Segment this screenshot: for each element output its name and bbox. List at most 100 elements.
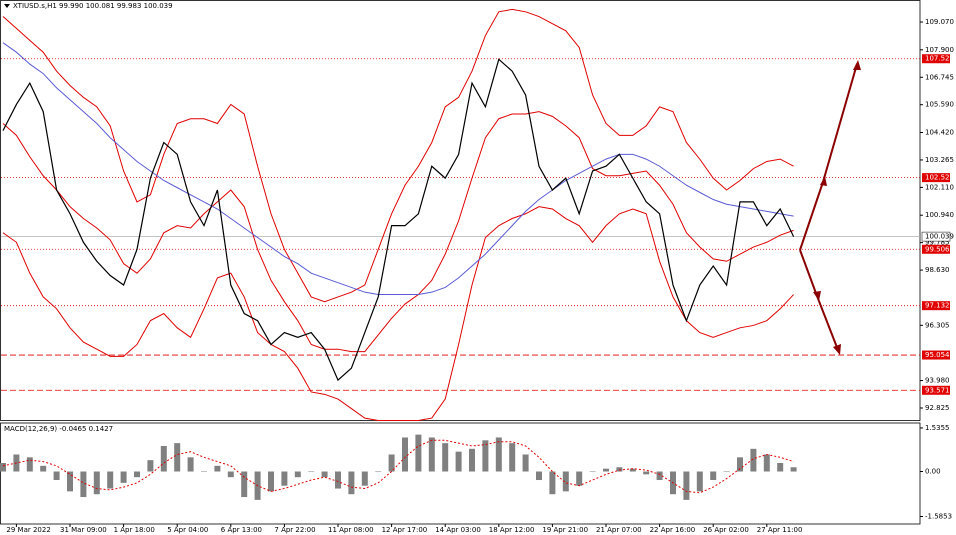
y-tick-label: 92.825 bbox=[925, 404, 950, 412]
macd-bar bbox=[750, 448, 757, 472]
macd-bar bbox=[308, 471, 315, 473]
macd-bar bbox=[93, 471, 100, 495]
y-tick-label: 109.070 bbox=[925, 18, 954, 26]
x-tick-label: 7 Apr 22:00 bbox=[274, 526, 315, 534]
x-tick-label: 26 Apr 02:00 bbox=[703, 526, 749, 534]
x-tick-label: 21 Apr 07:00 bbox=[596, 526, 642, 534]
x-tick-label: 22 Apr 16:00 bbox=[650, 526, 696, 534]
macd-bar bbox=[294, 471, 301, 478]
price-panel bbox=[0, 0, 921, 421]
x-tick-label: 11 Apr 08:00 bbox=[328, 526, 374, 534]
macd-title: MACD(12,26,9) -0.0465 0.1427 bbox=[4, 425, 113, 433]
level-label: 107.525 bbox=[925, 55, 954, 63]
macd-bar bbox=[603, 468, 609, 472]
macd-bar bbox=[134, 471, 140, 478]
series-line bbox=[2, 58, 795, 382]
macd-bar bbox=[227, 471, 234, 478]
macd-bar bbox=[174, 443, 181, 472]
series-line bbox=[2, 42, 794, 296]
macd-bar bbox=[80, 471, 87, 498]
y-tick-label: 107.900 bbox=[925, 46, 954, 54]
series-line bbox=[2, 8, 794, 303]
x-tick-label: 29 Mar 2022 bbox=[6, 526, 50, 534]
macd-bar bbox=[147, 460, 154, 472]
macd-bar bbox=[549, 471, 556, 495]
macd-bar bbox=[107, 471, 114, 489]
macd-bar bbox=[321, 471, 328, 478]
macd-bar bbox=[442, 443, 449, 472]
y-tick-label: 102.110 bbox=[925, 183, 954, 191]
macd-bar bbox=[562, 471, 569, 492]
y-tick-label: 100.940 bbox=[925, 211, 954, 219]
level-label: 102.521 bbox=[925, 174, 954, 182]
macd-bar bbox=[26, 457, 33, 472]
current-price-label: 100.039 bbox=[925, 233, 954, 241]
x-tick-label: 27 Apr 11:00 bbox=[757, 526, 803, 534]
x-tick-label: 31 Mar 09:00 bbox=[60, 526, 107, 534]
macd-bar bbox=[281, 471, 288, 486]
chart-title: XTIUSD.s,H1 99.990 100.081 99.983 100.03… bbox=[13, 2, 173, 10]
y-tick-label: 106.745 bbox=[925, 73, 954, 81]
level-label: 93.571 bbox=[925, 386, 950, 394]
macd-bar bbox=[120, 471, 127, 483]
macd-bar bbox=[495, 437, 502, 472]
macd-bar bbox=[187, 457, 194, 472]
series-line bbox=[2, 206, 794, 421]
macd-bar bbox=[522, 454, 529, 472]
y-tick-label: 93.980 bbox=[925, 377, 950, 385]
macd-bar bbox=[643, 471, 650, 475]
macd-bar bbox=[415, 434, 422, 472]
forecast-arrows bbox=[799, 60, 861, 355]
macd-bar bbox=[361, 471, 368, 486]
macd-bar bbox=[790, 467, 797, 472]
macd-bar bbox=[777, 463, 784, 472]
macd-bar bbox=[201, 471, 207, 473]
y-tick-label: 105.590 bbox=[925, 101, 954, 109]
signal-line bbox=[2, 439, 794, 494]
y-tick-label: 0.00 bbox=[925, 468, 941, 476]
macd-bar bbox=[402, 437, 408, 472]
y-tick-label: 103.265 bbox=[925, 156, 954, 164]
level-label-box bbox=[922, 385, 950, 395]
x-tick-label: 18 Apr 12:00 bbox=[489, 526, 535, 534]
level-label-box bbox=[922, 244, 950, 254]
x-tick-label: 6 Apr 13:00 bbox=[221, 526, 262, 534]
y-tick-label: 99.785 bbox=[925, 239, 950, 247]
macd-bar bbox=[241, 471, 248, 498]
y-tick-label: 96.305 bbox=[925, 321, 950, 329]
x-tick-label: 5 Apr 04:00 bbox=[167, 526, 208, 534]
level-label-box bbox=[922, 350, 950, 360]
macd-bar bbox=[683, 471, 690, 500]
macd-bar bbox=[656, 471, 663, 481]
level-label-box bbox=[922, 54, 950, 64]
macd-bar bbox=[616, 467, 623, 472]
macd-bar bbox=[509, 443, 516, 472]
macd-bar bbox=[737, 457, 743, 472]
macd-bar bbox=[348, 471, 355, 495]
macd-bar bbox=[375, 471, 382, 473]
y-tick-label: 98.630 bbox=[925, 266, 950, 274]
macd-bar bbox=[763, 454, 770, 472]
macd-bar bbox=[335, 471, 341, 489]
macd-bar bbox=[482, 440, 489, 472]
level-label: 95.054 bbox=[925, 351, 950, 359]
macd-bar bbox=[696, 471, 703, 492]
y-tick-label: 104.420 bbox=[925, 129, 954, 137]
macd-bar bbox=[214, 465, 221, 472]
menu-icon[interactable] bbox=[4, 4, 10, 8]
macd-panel bbox=[0, 422, 921, 525]
y-tick-label: -1.5853 bbox=[925, 512, 952, 520]
level-label: 99.506 bbox=[925, 245, 950, 253]
x-tick-label: 14 Apr 03:00 bbox=[435, 526, 481, 534]
series-line bbox=[2, 111, 794, 353]
macd-bar bbox=[40, 465, 47, 472]
macd-bar bbox=[469, 448, 475, 472]
macd-bar bbox=[536, 471, 542, 481]
macd-bar bbox=[576, 471, 583, 486]
macd-bar bbox=[455, 451, 462, 472]
x-tick-label: 1 Apr 18:00 bbox=[114, 526, 155, 534]
level-label: 97.132 bbox=[925, 302, 950, 310]
macd-bar bbox=[53, 471, 60, 481]
